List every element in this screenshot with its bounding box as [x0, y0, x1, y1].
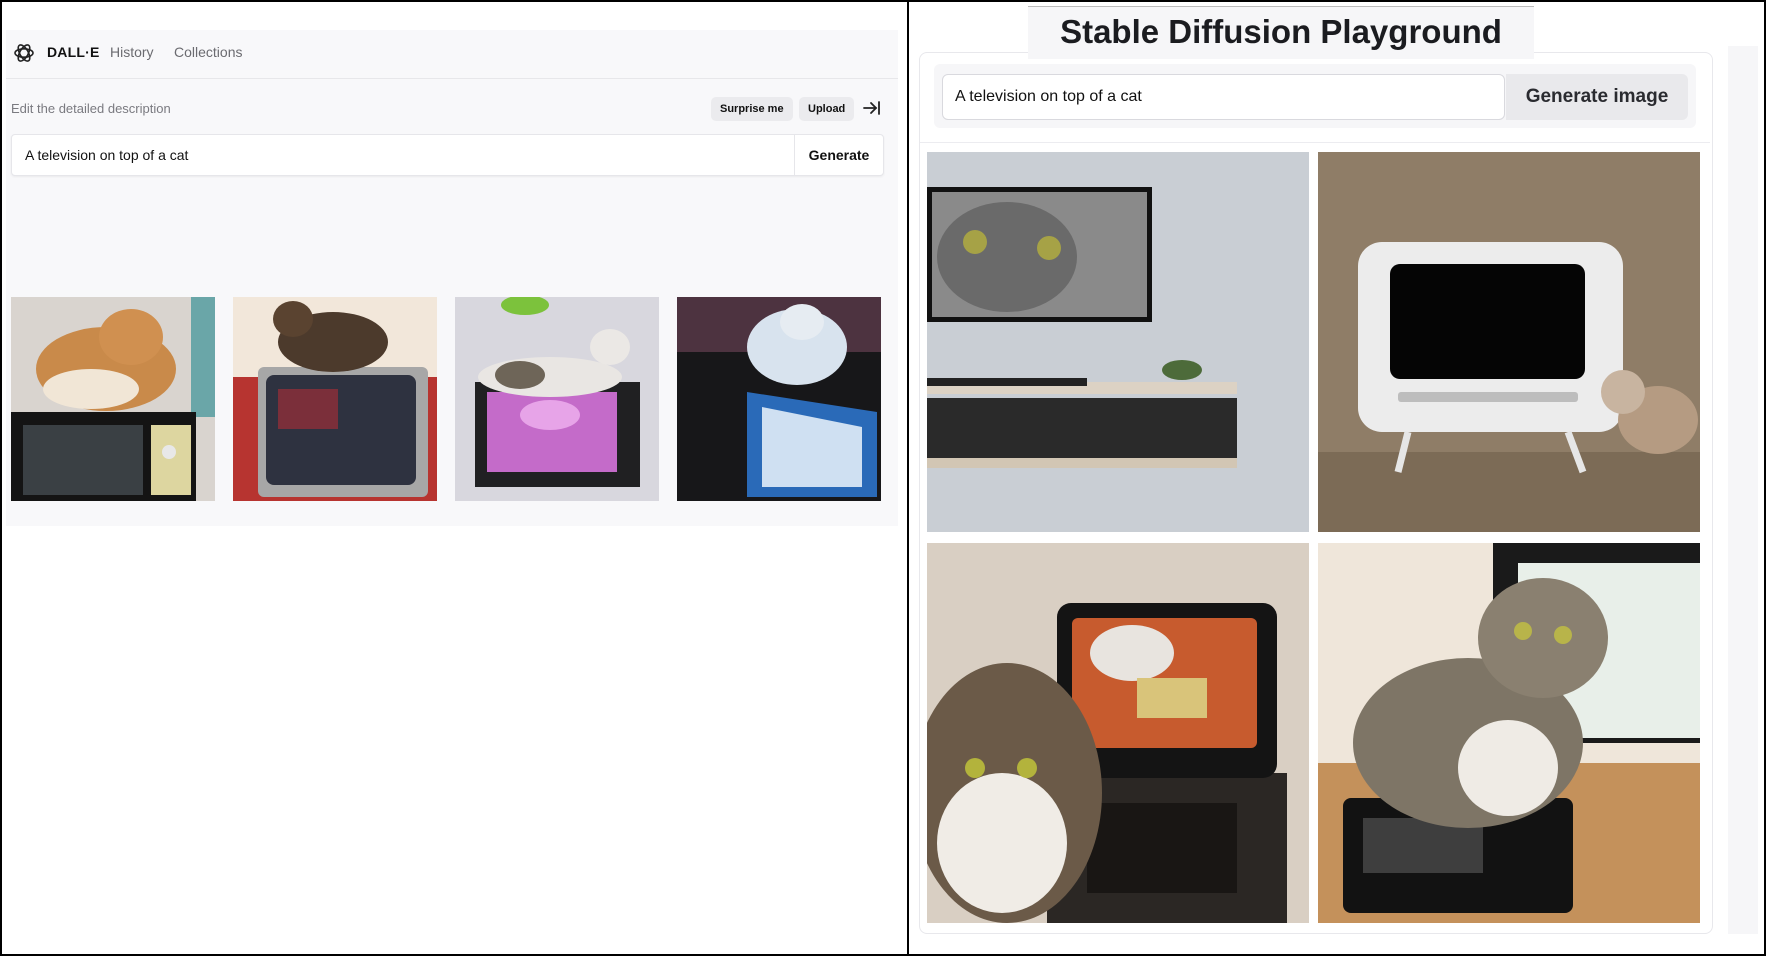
sd-result-image-3[interactable]: [927, 543, 1309, 923]
sd-page-title: Stable Diffusion Playground: [1060, 13, 1502, 50]
dalle-generate-button[interactable]: Generate: [794, 135, 883, 175]
dalle-result-image-1[interactable]: [11, 297, 215, 501]
dalle-brand[interactable]: DALL·E: [47, 44, 100, 60]
dalle-prompt-input[interactable]: A television on top of a cat: [25, 147, 189, 163]
sd-separator: [920, 142, 1710, 143]
edit-hint: Edit the detailed description: [11, 101, 171, 116]
sd-result-image-1[interactable]: [927, 152, 1309, 532]
sd-title-box: Stable Diffusion Playground: [1028, 6, 1534, 59]
sd-prompt-input[interactable]: A television on top of a cat: [942, 74, 1505, 120]
panel-divider: [907, 0, 909, 954]
upload-button[interactable]: Upload: [799, 97, 855, 121]
nav-history[interactable]: History: [110, 44, 154, 60]
surprise-me-button[interactable]: Surprise me: [711, 97, 793, 121]
sd-generate-image-button[interactable]: Generate image: [1506, 74, 1688, 120]
dalle-result-image-4[interactable]: [677, 297, 881, 501]
dalle-topbar: DALL·E History Collections: [6, 30, 898, 79]
dalle-prompt-bar: A television on top of a cat Generate: [11, 134, 884, 176]
openai-logo-icon[interactable]: [11, 40, 37, 66]
page-scroll-strip[interactable]: [1728, 46, 1758, 934]
dalle-result-image-3[interactable]: [455, 297, 659, 501]
sd-result-image-4[interactable]: [1318, 543, 1700, 923]
sd-result-image-2[interactable]: [1318, 152, 1700, 532]
arrow-right-bar-icon[interactable]: [862, 98, 882, 118]
nav-collections[interactable]: Collections: [174, 44, 243, 60]
dalle-result-image-2[interactable]: [233, 297, 437, 501]
